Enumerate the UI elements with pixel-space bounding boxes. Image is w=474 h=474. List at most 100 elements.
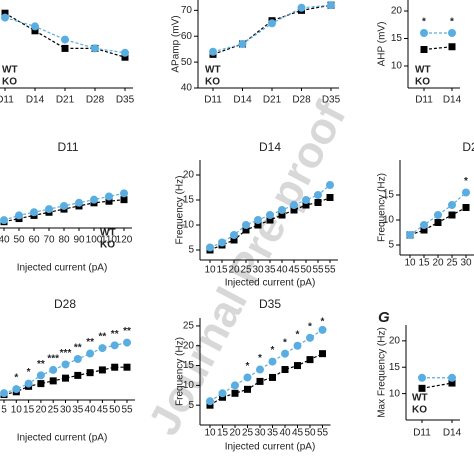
data-point	[209, 47, 217, 56]
data-point	[281, 349, 289, 358]
x-tick-label: D28	[86, 95, 105, 106]
significance-marker: ***	[60, 348, 72, 359]
data-point	[73, 355, 82, 363]
data-point	[15, 211, 23, 220]
data-point	[434, 211, 442, 219]
x-tick-label: 110	[101, 235, 117, 246]
data-point	[418, 373, 426, 382]
y-tick-label: 50	[181, 57, 193, 68]
significance-marker: *	[450, 17, 454, 28]
data-point	[281, 366, 289, 374]
data-point	[121, 48, 129, 57]
x-tick-label: 35	[72, 405, 84, 416]
y-tick-label: 10	[389, 388, 401, 399]
data-point	[121, 53, 129, 61]
x-axis-label: Injected current (pA)	[225, 278, 316, 289]
significance-marker: *	[321, 317, 325, 328]
y-tick-label: 15	[183, 195, 195, 206]
data-point	[244, 385, 251, 393]
legend-label: KO	[100, 240, 115, 251]
data-point	[420, 226, 428, 234]
data-point	[269, 373, 276, 381]
y-axis-label: Frequency (Hz)	[175, 337, 186, 406]
y-axis-label: Max Frequency (Hz)	[377, 327, 388, 418]
x-tick-label: D35	[322, 95, 341, 106]
data-point	[326, 181, 334, 189]
significance-marker: **	[99, 332, 107, 343]
data-point	[290, 201, 298, 209]
data-point	[297, 3, 306, 12]
data-point	[206, 397, 214, 406]
x-tick-label: D11	[204, 95, 222, 106]
x-tick-label: 50	[300, 265, 312, 276]
x-tick-label: D14	[443, 428, 462, 439]
x-tick-label: 100	[86, 235, 103, 246]
x-tick-label: 55	[121, 405, 133, 416]
x-tick-label: 35	[267, 428, 279, 439]
x-tick-label: 25	[48, 405, 60, 416]
x-tick-label: 20	[35, 405, 47, 416]
data-point	[406, 231, 414, 239]
data-point	[448, 379, 456, 387]
significance-marker: *	[296, 329, 300, 340]
data-point	[61, 44, 69, 52]
x-tick-label: D14	[233, 95, 252, 106]
x-tick-label: 40	[279, 428, 291, 439]
x-tick-label: 30	[254, 428, 266, 439]
data-point	[420, 221, 428, 229]
x-tick-label: 5	[1, 405, 7, 416]
data-point	[448, 373, 456, 382]
data-point	[75, 198, 83, 207]
data-point	[243, 373, 252, 382]
x-tick-label: 50	[13, 235, 25, 246]
significance-marker: *	[246, 361, 250, 372]
y-tick-label: 5	[188, 400, 194, 411]
data-point	[242, 221, 250, 229]
x-tick-label: 10	[404, 258, 416, 269]
y-tick-label: 40	[181, 83, 193, 94]
x-tick-label: 35	[264, 265, 276, 276]
data-point	[105, 197, 113, 205]
data-point	[12, 385, 21, 394]
data-point	[266, 211, 274, 219]
y-tick-label: 15	[391, 33, 403, 44]
y-tick-label: 20	[391, 6, 403, 17]
x-tick-label: 25	[242, 428, 254, 439]
data-point	[242, 226, 250, 234]
x-tick-label: 55	[317, 428, 329, 439]
data-point	[123, 363, 131, 371]
data-point	[266, 216, 274, 224]
x-tick-label: D21	[263, 95, 282, 106]
data-point	[327, 1, 335, 10]
x-tick-label: D21	[56, 95, 75, 106]
legend-label: WT	[2, 65, 18, 76]
data-point	[306, 333, 314, 342]
y-tick-label: 10	[383, 215, 395, 226]
x-tick-label: D11	[415, 95, 433, 106]
series-line	[209, 184, 331, 249]
x-tick-label: 50	[304, 428, 316, 439]
significance-marker: **	[123, 326, 131, 337]
data-point	[90, 195, 98, 204]
x-tick-label: 45	[292, 428, 304, 439]
y-axis-label: Frequency (Hz)	[377, 173, 388, 242]
x-axis-label: Injected current (pA)	[17, 433, 108, 444]
series-line	[409, 192, 467, 236]
x-tick-label: 10	[11, 405, 23, 416]
legend-label: WT	[415, 65, 431, 76]
x-tick-label: 55	[324, 265, 336, 276]
x-tick-label: D11	[413, 428, 431, 439]
data-point	[268, 19, 276, 28]
data-point	[448, 43, 456, 51]
series-line	[421, 382, 453, 389]
significance-marker: *	[422, 17, 426, 28]
data-point	[45, 205, 53, 214]
y-axis-label: APamp (mV)	[171, 15, 182, 72]
x-tick-label: D35	[116, 95, 135, 106]
data-point	[61, 360, 70, 369]
y-tick-label: 10	[183, 220, 195, 231]
x-tick-label: 50	[109, 405, 121, 416]
legend-label: KO	[2, 77, 17, 88]
panel-label: G	[378, 309, 390, 326]
